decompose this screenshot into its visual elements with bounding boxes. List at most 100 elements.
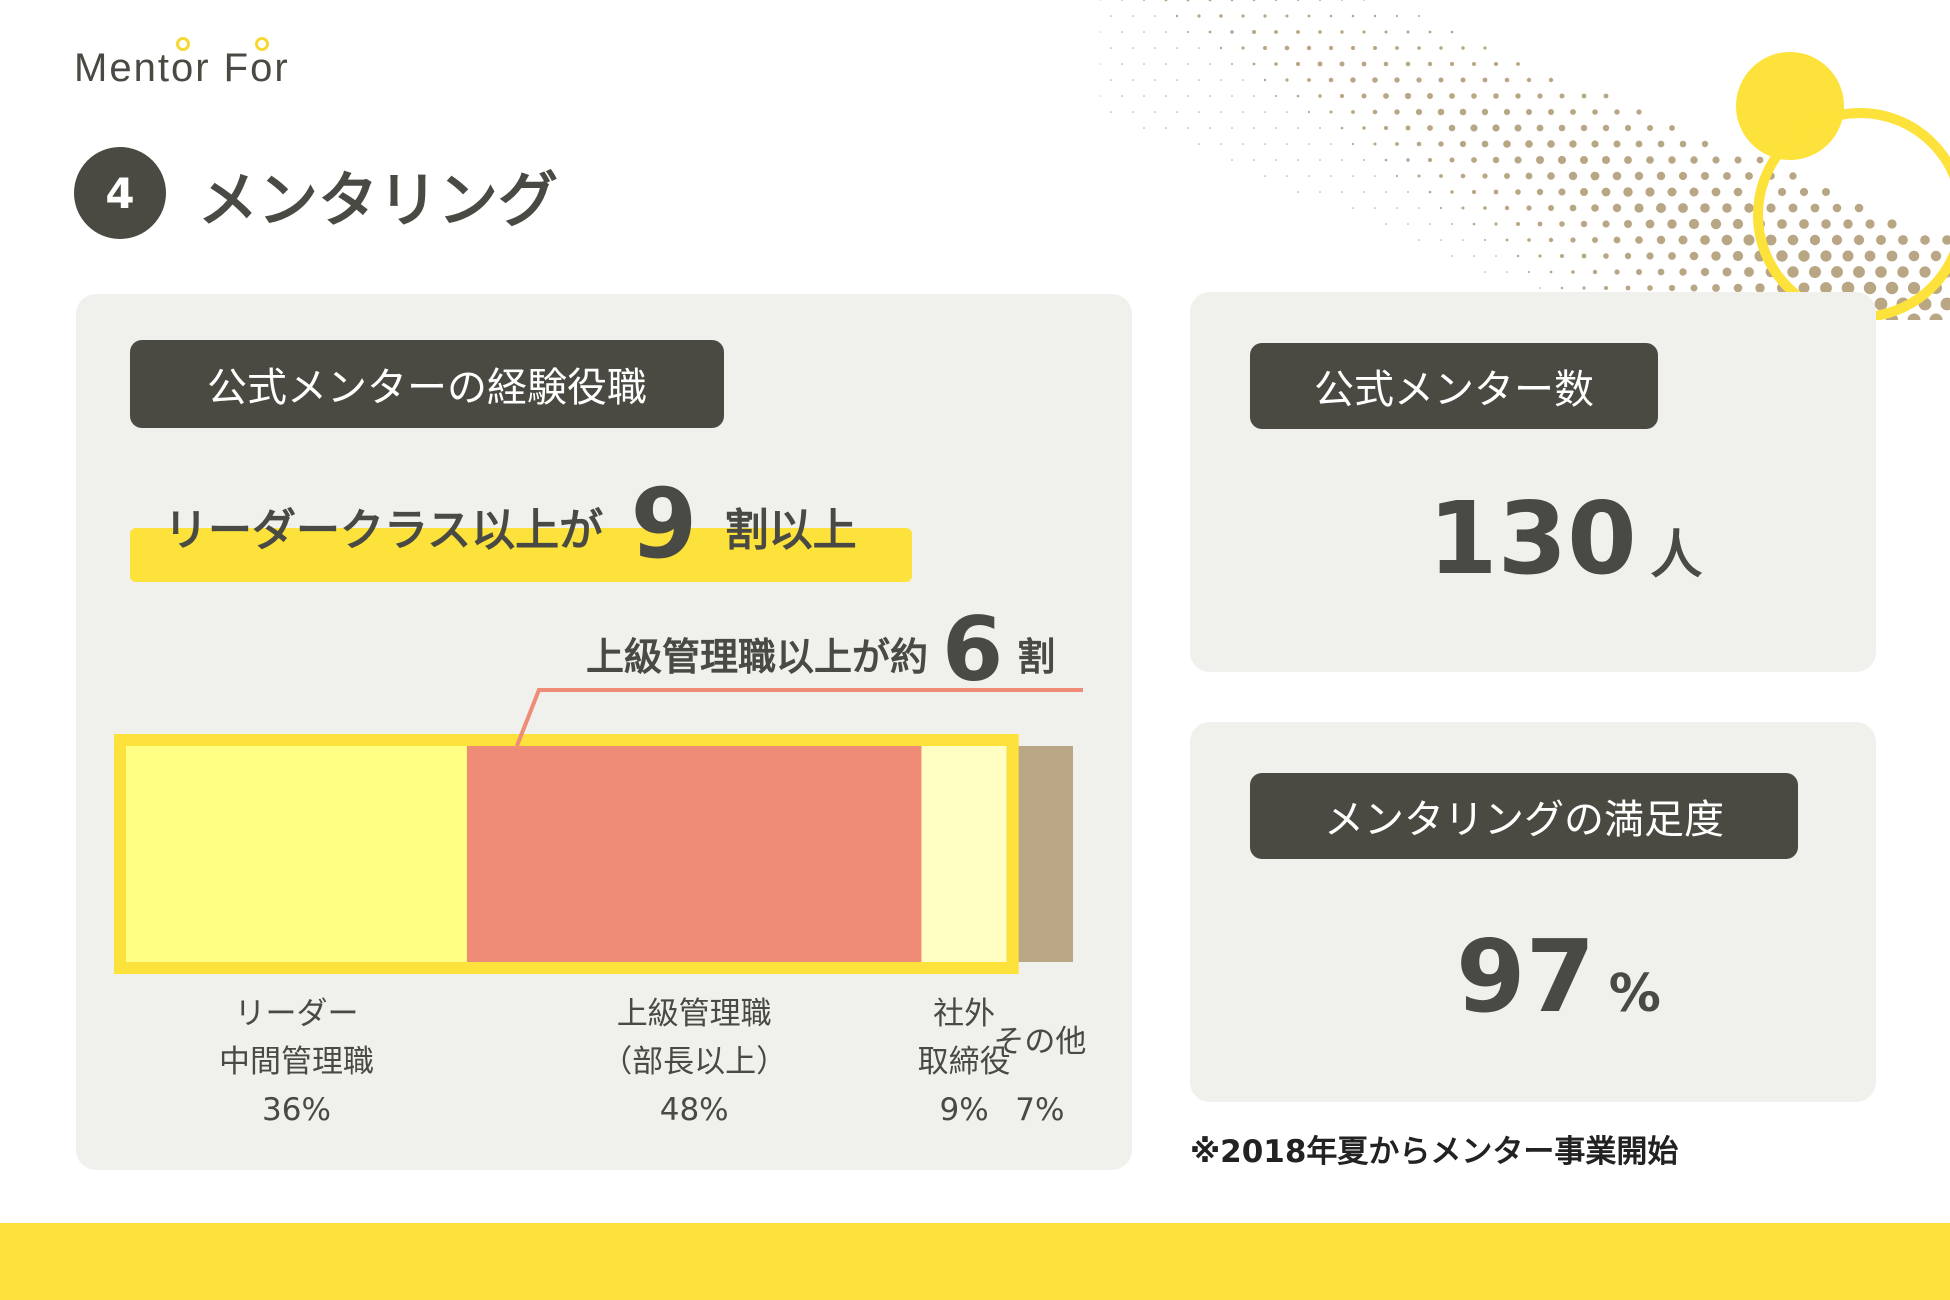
decorative-dot <box>1143 31 1145 33</box>
decorative-dot <box>1656 235 1666 245</box>
decorative-dot <box>1341 191 1343 193</box>
decorative-dot <box>1253 127 1255 129</box>
decorative-dot <box>1568 171 1578 181</box>
decorative-dot <box>1657 268 1665 276</box>
decorative-dot <box>1307 110 1311 114</box>
decorative-dot <box>1373 14 1377 18</box>
decorative-dot <box>1329 110 1333 114</box>
decorative-dot <box>1613 236 1621 244</box>
decorative-dot <box>1253 95 1255 97</box>
decorative-dot <box>1745 172 1753 180</box>
decorative-dot <box>1625 285 1631 291</box>
decorative-dot <box>1448 124 1456 132</box>
bottom-accent-bar <box>0 1223 1950 1300</box>
segment-category: 社外 取締役 <box>917 996 1011 1080</box>
decorative-dot <box>1372 77 1378 83</box>
decorative-dot <box>1416 77 1422 83</box>
roles-card-label: 公式メンターの経験役職 <box>130 340 724 428</box>
decorative-dot <box>1876 235 1886 245</box>
decorative-dot <box>1110 15 1112 17</box>
callout-leader-line <box>515 688 1083 747</box>
decorative-dot <box>1722 267 1732 277</box>
decorative-dot <box>1197 14 1201 18</box>
decorative-dot <box>1220 143 1222 145</box>
decorative-dot <box>1645 187 1655 197</box>
satisfaction-label: メンタリングの満足度 <box>1250 773 1798 859</box>
decorative-dot <box>1887 219 1897 229</box>
decorative-dot <box>1440 239 1442 241</box>
decorative-dot <box>1405 61 1411 67</box>
decorative-dot <box>1383 125 1389 131</box>
decorative-dot <box>1614 269 1620 275</box>
decorative-dot <box>1612 171 1622 181</box>
decorative-dot <box>1863 281 1877 295</box>
decorative-dot <box>1506 271 1508 273</box>
mentor-count-unit: 人 <box>1650 526 1703 586</box>
decorative-dot <box>1352 175 1354 177</box>
decorative-dot <box>1612 203 1622 213</box>
decorative-dot <box>1505 238 1509 242</box>
decorative-dot <box>1340 126 1344 130</box>
decorative-dot <box>1319 0 1321 1</box>
decorative-dot <box>1449 61 1455 67</box>
decorative-dot <box>1503 108 1511 116</box>
decorative-dot <box>1362 126 1366 130</box>
decorative-dot <box>1516 62 1520 66</box>
decorative-dot <box>1363 191 1365 193</box>
decorative-dot <box>1394 109 1400 115</box>
decorative-dot <box>1372 109 1378 115</box>
decorative-dot <box>1252 30 1256 34</box>
decorative-dot <box>1798 250 1810 262</box>
decorative-dot <box>1504 205 1510 211</box>
decorative-dot <box>1241 14 1245 18</box>
decorative-dot <box>1591 140 1599 148</box>
decorative-dot <box>1317 61 1323 67</box>
decorative-dot <box>1472 222 1476 226</box>
decorative-dot <box>1624 124 1632 132</box>
decorative-dot <box>1689 187 1699 197</box>
decorative-dot <box>1656 203 1666 213</box>
decorative-dot <box>1492 124 1500 132</box>
decorative-dot <box>1723 172 1731 180</box>
decorative-dot <box>1635 236 1643 244</box>
decorative-dot <box>1744 267 1754 277</box>
decorative-dot <box>1843 219 1853 229</box>
decorative-dot <box>1515 93 1521 99</box>
decorative-dot <box>1526 109 1532 115</box>
decorative-dots <box>1100 0 1950 320</box>
decorative-dot <box>1307 78 1311 82</box>
decorative-dot <box>1385 223 1387 225</box>
segment-value: 48% <box>659 1092 729 1128</box>
decorative-dot <box>1787 234 1799 246</box>
decorative-dot <box>1429 223 1431 225</box>
decorative-dot <box>1777 187 1787 197</box>
decorative-dot <box>1831 234 1843 246</box>
decorative-dot <box>1569 140 1577 148</box>
decorative-dot <box>1297 159 1299 161</box>
decorative-dot <box>1484 271 1486 273</box>
decorative-dot <box>1100 0 1101 1</box>
decorative-dot <box>1110 47 1112 49</box>
decorative-dot <box>1143 127 1145 129</box>
decorative-dot <box>1198 143 1200 145</box>
decorative-dot <box>1319 191 1321 193</box>
bar-segment <box>921 746 1007 962</box>
logo-o-mark: o <box>170 37 196 90</box>
decorative-dot <box>1810 203 1820 213</box>
decorative-dot <box>1864 250 1876 262</box>
decorative-dot <box>1822 188 1830 196</box>
decorative-dot <box>1176 111 1178 113</box>
decorative-dot <box>1330 143 1332 145</box>
decorative-dot <box>1121 63 1123 65</box>
decorative-dot <box>1417 46 1421 50</box>
decorative-dot <box>1821 219 1831 229</box>
decorative-dot <box>1624 156 1632 164</box>
decorative-dot <box>1396 207 1398 209</box>
decorative-dot <box>1187 31 1189 33</box>
decorative-dot <box>1842 250 1854 262</box>
decorative-dot <box>1744 203 1754 213</box>
decorative-dot <box>1940 297 1950 311</box>
decorative-dot <box>1504 173 1510 179</box>
decorative-dot <box>1669 125 1675 131</box>
decorative-dot <box>1493 189 1499 195</box>
